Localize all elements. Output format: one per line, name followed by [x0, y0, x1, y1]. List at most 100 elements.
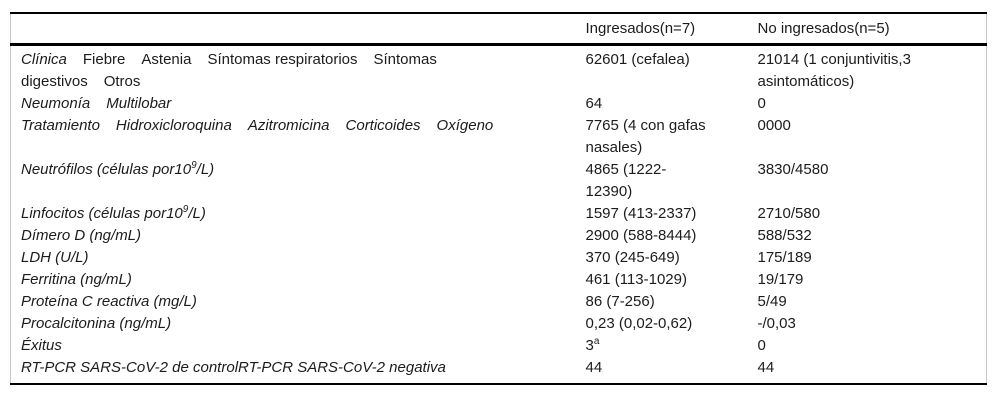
value-cell-no-ingresados: -/0,03 [758, 313, 987, 335]
text-segment: 2710/580 [757, 205, 821, 222]
text-segment: 0,23 (0,02-0,62) [585, 315, 693, 332]
text-segment: 4865 (1222- [585, 161, 667, 178]
value-cell-ingresados: 44 [586, 357, 758, 384]
text-segment: 370 (245-649) [585, 249, 680, 266]
text-segment: Hidroxicloroquina [115, 117, 232, 134]
header-row: Ingresados(n=7) No ingresados(n=5) [10, 13, 987, 46]
text-segment: 64 [585, 95, 603, 112]
table-row: Proteína C reactiva (mg/L) 86 (7-256) 5/49 [11, 291, 987, 313]
value-cell-ingresados: 3a [586, 335, 758, 357]
text-segment: Otros [103, 73, 141, 90]
text-segment: Neutrófilos (células por10 [21, 161, 192, 178]
table-row: Linfocitos (células por109/L) 1597 (413-2… [11, 203, 987, 225]
text-segment: Astenia [141, 51, 192, 68]
text-segment: Síntomas [373, 51, 437, 68]
value-cell-ingresados: 7765 (4 con gafas nasales) [586, 115, 758, 159]
text-segment: Éxitus [21, 337, 62, 354]
value-cell-no-ingresados: 44 [758, 357, 987, 384]
text-segment: Procalcitonina (ng/mL) [21, 315, 172, 332]
table-row: Neumonía Multilobar 64 0 [11, 93, 987, 115]
text-segment: nasales) [585, 139, 643, 156]
row-label-cell: Neutrófilos (células por109/L) [11, 159, 586, 203]
table-row: LDH (U/L) 370 (245-649) 175/189 [11, 247, 987, 269]
text-segment: Clínica [21, 51, 67, 68]
text-segment: 62601 (cefalea) [585, 51, 690, 68]
text-segment: 0000 [757, 117, 791, 134]
value-cell-no-ingresados: 588/532 [758, 225, 987, 247]
row-label-cell: Linfocitos (células por109/L) [11, 203, 586, 225]
table-row: Éxitus 3a 0 [11, 335, 987, 357]
text-segment: 44 [585, 359, 603, 376]
text-segment: Multilobar [106, 95, 172, 112]
value-cell-ingresados: 86 (7-256) [586, 291, 758, 313]
column-header-no-ingresados: No ingresados(n=5) [757, 13, 987, 46]
column-header-variables [10, 13, 586, 46]
column-header-ingresados: Ingresados(n=7) [585, 13, 758, 46]
text-segment: LDH (U/L) [21, 249, 89, 266]
value-cell-no-ingresados: 2710/580 [758, 203, 987, 225]
row-label-cell: Éxitus [11, 335, 586, 357]
text-segment: Azitromicina [247, 117, 330, 134]
value-cell-no-ingresados: 0 [758, 335, 987, 357]
text-segment: 2900 (588-8444) [585, 227, 697, 244]
value-cell-no-ingresados: 19/179 [758, 269, 987, 291]
text-segment: Corticoides [345, 117, 421, 134]
text-segment: digestivos [21, 73, 88, 90]
table-body: Clínica Fiebre Astenia Síntomas respiratori… [11, 45, 987, 385]
row-label-cell: LDH (U/L) [11, 247, 586, 269]
text-segment: 588/532 [757, 227, 812, 244]
table-row: Procalcitonina (ng/mL) 0,23 (0,02-0,62) -/… [11, 313, 987, 335]
text-segment: 86 (7-256) [585, 293, 655, 310]
text-segment: RT-PCR SARS-CoV-2 de controlRT-PCR SARS-… [21, 359, 446, 376]
text-segment: -/0,03 [757, 315, 796, 332]
text-segment: Fiebre [82, 51, 126, 68]
text-segment: 0 [757, 95, 766, 112]
value-cell-ingresados: 64 [586, 93, 758, 115]
value-cell-no-ingresados: 175/189 [758, 247, 987, 269]
value-cell-no-ingresados: 21014 (1 conjuntivitis,3 asintomáticos) [758, 45, 987, 94]
text-segment: 461 (113-1029) [585, 271, 687, 288]
value-cell-ingresados: 370 (245-649) [586, 247, 758, 269]
text-segment: 1597 (413-2337) [585, 205, 697, 222]
text-segment: Proteína C reactiva (mg/L) [21, 293, 197, 310]
value-cell-no-ingresados: 5/49 [758, 291, 987, 313]
table-row: Neutrófilos (células por109/L) 4865 (1222… [11, 159, 987, 203]
value-cell-ingresados: 2900 (588-8444) [586, 225, 758, 247]
text-segment: Linfocitos (células por10 [21, 205, 183, 222]
text-segment: 3 [585, 337, 594, 354]
clinical-outcomes-table: Ingresados(n=7) No ingresados(n=5) Clíni… [10, 12, 987, 385]
text-segment: Dímero D (ng/mL) [21, 227, 142, 244]
table-row: RT-PCR SARS-CoV-2 de controlRT-PCR SARS-… [11, 357, 987, 384]
value-cell-ingresados: 461 (113-1029) [586, 269, 758, 291]
value-cell-no-ingresados: 0000 [758, 115, 987, 159]
text-segment: a [593, 336, 600, 347]
text-segment: /L) [188, 205, 206, 222]
row-label-cell: Neumonía Multilobar [11, 93, 586, 115]
text-segment: 5/49 [757, 293, 787, 310]
text-segment: 9 [191, 160, 197, 171]
text-segment: Neumonía [21, 95, 91, 112]
text-segment: Síntomas respiratorios [207, 51, 358, 68]
table-row: Tratamiento Hidroxicloroquina Azitromicina… [11, 115, 987, 159]
text-segment: asintomáticos) [757, 73, 855, 90]
text-segment: 0 [757, 337, 766, 354]
text-segment: Tratamiento [21, 117, 100, 134]
value-cell-no-ingresados: 0 [758, 93, 987, 115]
text-segment: 44 [757, 359, 775, 376]
row-label-cell: Proteína C reactiva (mg/L) [11, 291, 586, 313]
row-label-cell: Dímero D (ng/mL) [11, 225, 586, 247]
text-segment: 19/179 [757, 271, 804, 288]
text-segment: Ferritina (ng/mL) [21, 271, 132, 288]
table-row: Ferritina (ng/mL) 461 (113-1029) 19/179 [11, 269, 987, 291]
text-segment: 7765 (4 con gafas [585, 117, 706, 134]
value-cell-ingresados: 62601 (cefalea) [586, 45, 758, 94]
text-segment: 9 [182, 204, 189, 215]
value-cell-ingresados: 0,23 (0,02-0,62) [586, 313, 758, 335]
row-label-cell: Clínica Fiebre Astenia Síntomas respiratori… [11, 45, 586, 94]
row-label-cell: Procalcitonina (ng/mL) [11, 313, 586, 335]
value-cell-ingresados: 4865 (1222- 12390) [586, 159, 758, 203]
text-segment: 175/189 [757, 249, 812, 266]
row-label-cell: Tratamiento Hidroxicloroquina Azitromicina… [11, 115, 586, 159]
value-cell-ingresados: 1597 (413-2337) [586, 203, 758, 225]
row-label-cell: RT-PCR SARS-CoV-2 de controlRT-PCR SARS-… [11, 357, 586, 384]
